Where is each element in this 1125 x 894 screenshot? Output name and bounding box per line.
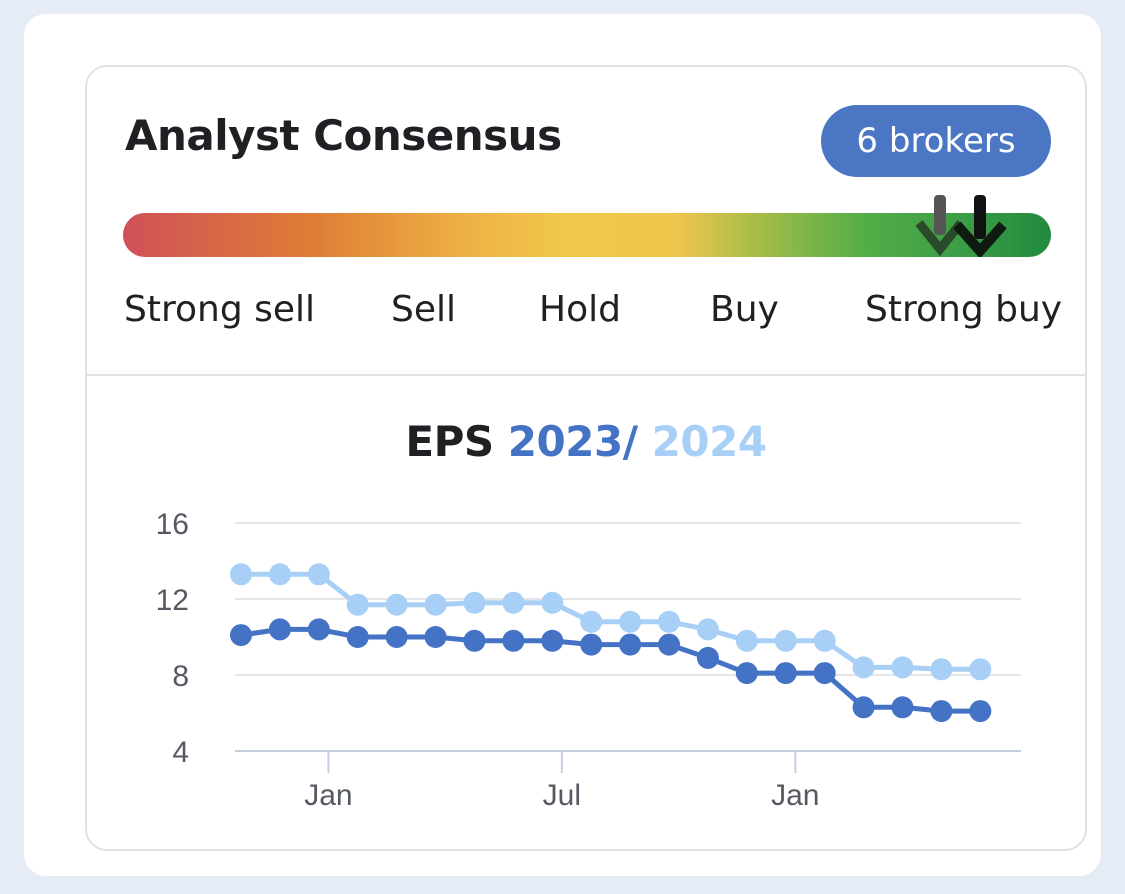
data-point-2024 [735,629,758,652]
data-point-2023 [891,696,914,719]
chart-title: EPS 2023/ 2024 [87,417,1085,466]
data-point-2023 [463,629,486,652]
data-point-2023 [930,700,953,723]
scale-label-sell: Sell [391,289,457,330]
data-point-2023 [541,629,564,652]
scale-label-hold: Hold [539,289,621,330]
data-point-2024 [813,629,836,652]
x-tick-label: Jul [543,779,581,812]
y-tick-label: 8 [172,660,189,693]
section-divider [87,374,1085,376]
data-point-2024 [268,563,291,586]
data-point-2023 [346,626,369,648]
data-point-2024 [619,610,642,633]
data-point-2024 [541,591,564,614]
data-point-2024 [424,593,447,616]
y-tick-label: 12 [156,584,189,617]
data-point-2024 [230,563,252,586]
data-point-2024 [463,591,486,614]
data-point-2023 [230,624,252,647]
data-point-2024 [580,610,603,633]
data-point-2023 [658,633,681,656]
data-point-2024 [930,658,953,681]
series-line-2024 [241,571,981,672]
data-point-2024 [385,593,408,616]
data-point-2023 [969,700,992,723]
x-tick-label: Jan [304,779,352,812]
data-point-2024 [891,656,914,679]
data-point-2023 [619,633,642,656]
data-point-2023 [502,629,525,652]
data-point-2023 [735,662,758,685]
consensus-marker-1-icon [915,195,965,257]
data-point-2023 [774,662,797,685]
chart-title-prefix: EPS [405,417,494,466]
data-point-2024 [852,656,875,679]
eps-line-chart: 4 8 12 16 Jan Jul Jan [156,508,1021,812]
data-point-2024 [307,563,330,586]
chart-title-separator: / [622,417,638,466]
data-point-2023 [813,662,836,685]
analyst-consensus-card: Analyst Consensus 6 brokers Strong sell … [85,65,1087,851]
card-title: Analyst Consensus [125,111,562,160]
data-point-2023 [852,696,875,719]
brokers-badge[interactable]: 6 brokers [821,105,1051,177]
data-point-2024 [346,593,369,616]
scale-label-strong-sell: Strong sell [124,289,316,330]
outer-panel: Analyst Consensus 6 brokers Strong sell … [24,14,1101,876]
data-point-2024 [502,591,525,614]
data-point-2024 [658,610,681,633]
y-tick-label: 4 [172,736,189,769]
x-tick-label: Jan [771,779,819,812]
chart-title-2024: 2024 [651,417,767,466]
data-point-2023 [580,633,603,656]
data-point-2024 [696,618,719,641]
data-point-2023 [307,618,330,641]
consensus-marker-2-icon [953,195,1007,257]
data-point-2023 [696,646,719,669]
scale-label-strong-buy: Strong buy [865,289,1063,330]
data-point-2024 [969,658,992,681]
data-point-2023 [424,626,447,648]
y-tick-label: 16 [156,508,189,541]
data-point-2023 [385,626,408,648]
data-point-2023 [268,618,291,641]
chart-title-2023: 2023 [507,417,623,466]
scale-label-buy: Buy [710,289,779,330]
data-point-2024 [774,629,797,652]
consensus-gradient-bar [123,213,1051,257]
